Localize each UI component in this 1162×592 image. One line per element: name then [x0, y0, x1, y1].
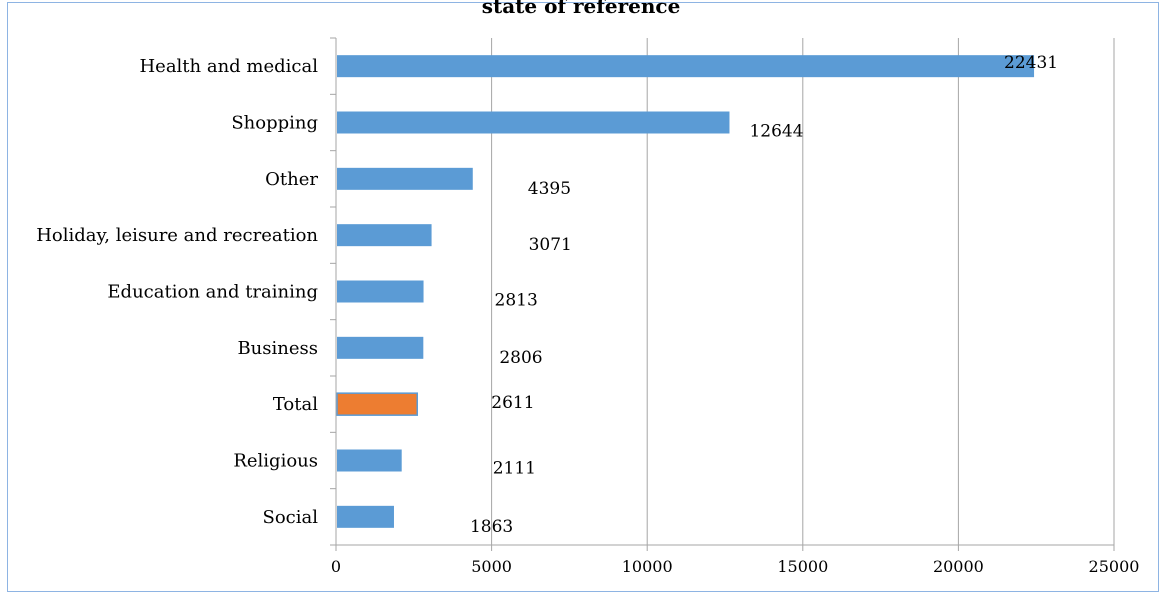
axes [330, 37, 1115, 551]
category-label: Business [237, 338, 318, 359]
x-tick-label: 10000 [622, 557, 673, 576]
data-label: 2111 [493, 459, 536, 479]
bar-shopping [337, 111, 730, 134]
x-tick-label: 0 [331, 557, 341, 576]
x-tick-label: 25000 [1089, 557, 1140, 576]
data-label: 2806 [499, 348, 542, 368]
data-labels: 22431 12644 4395 3071 2813 2806 2611 2111 1863 [470, 53, 1058, 537]
category-label: Health and medical [139, 56, 318, 77]
data-label: 12644 [749, 122, 803, 142]
bar-business [337, 336, 424, 359]
data-label: 4395 [528, 179, 571, 199]
category-label: Religious [233, 451, 318, 472]
category-label: Social [263, 507, 319, 528]
bar-holiday-leisure-and-recreation [337, 224, 432, 247]
data-label: 1863 [470, 517, 513, 537]
category-labels: Health and medical Shopping Other Holiday, … [36, 56, 318, 528]
bar-total [336, 392, 419, 416]
bar-health-and-medical [337, 55, 1035, 78]
bars [336, 55, 1035, 528]
bar-education-and-training [337, 280, 424, 303]
data-label: 3071 [529, 235, 572, 255]
bar-other [337, 167, 473, 190]
x-tick-label: 20000 [933, 557, 984, 576]
bar-religious [337, 449, 402, 472]
x-tick-label: 5000 [471, 557, 512, 576]
category-label: Education and training [107, 282, 318, 303]
bar-social [337, 505, 394, 528]
category-label: Holiday, leisure and recreation [36, 225, 318, 246]
category-label: Shopping [231, 113, 318, 134]
x-tick-label: 15000 [777, 557, 828, 576]
data-label: 2813 [495, 291, 538, 311]
category-label: Total [273, 394, 318, 415]
x-tick-labels: 0 5000 10000 15000 20000 25000 [331, 557, 1140, 576]
data-label: 22431 [1004, 53, 1058, 73]
category-label: Other [265, 169, 318, 190]
chart-title: state of reference [481, 0, 681, 18]
bar-chart: Health and medical Shopping Other Holiday, … [36, 37, 1140, 576]
data-label: 2611 [491, 393, 534, 413]
